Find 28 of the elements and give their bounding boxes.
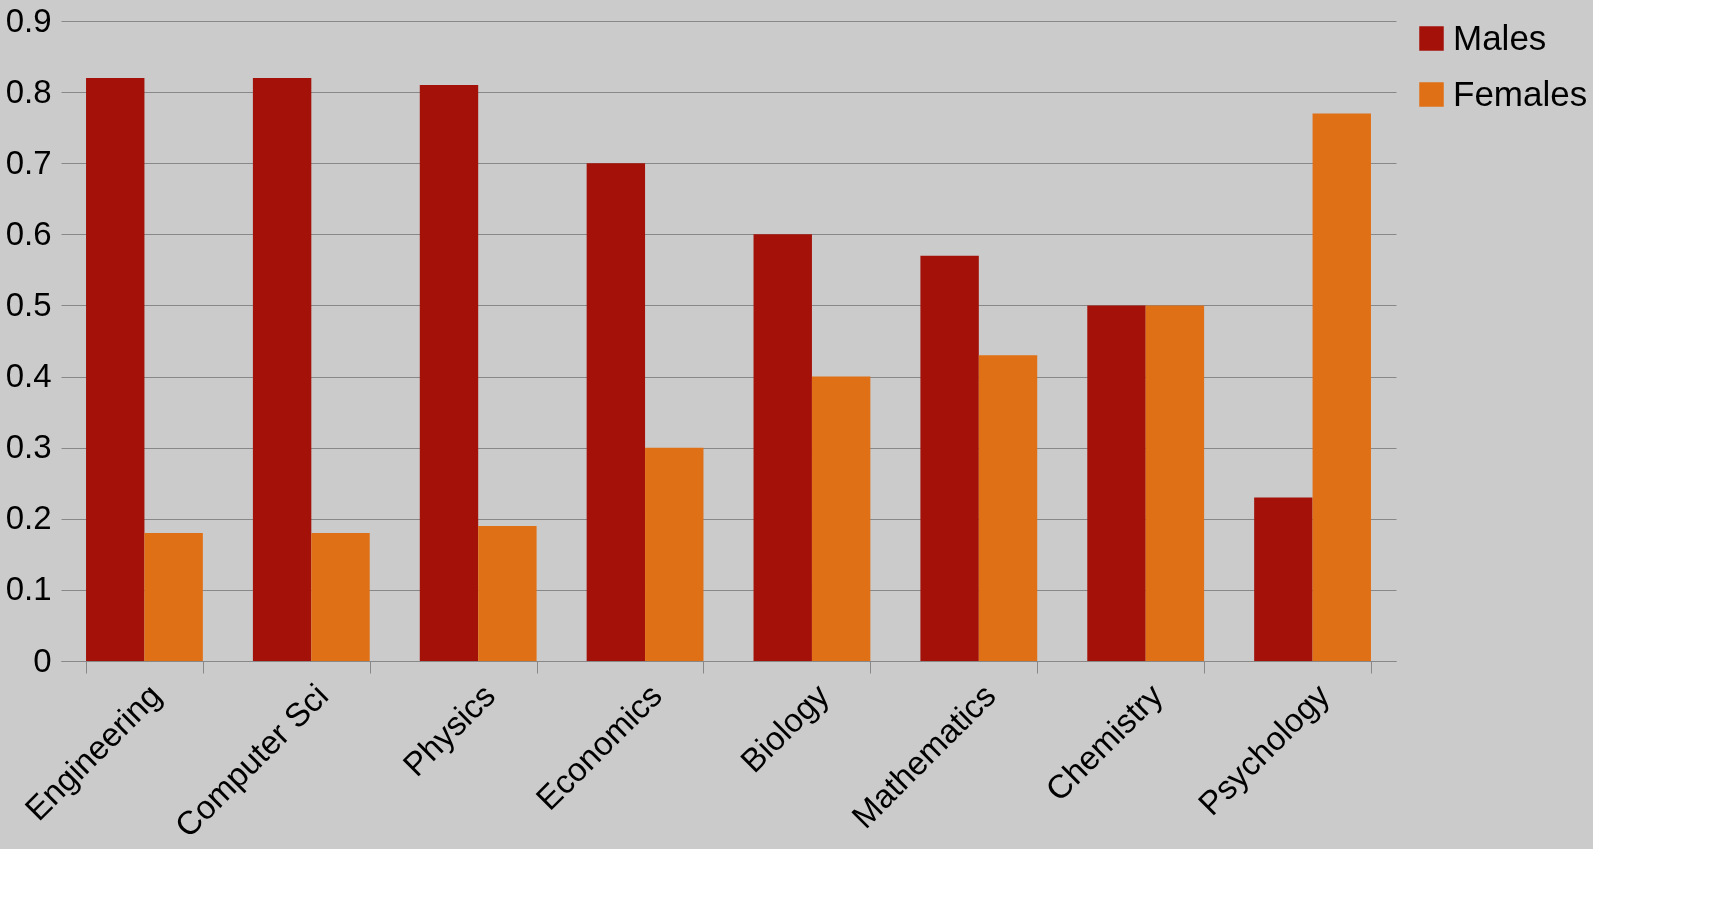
legend-label: Females [1453,73,1588,113]
bar [1145,305,1205,661]
bar [1312,113,1371,661]
legend-label: Males [1453,17,1547,57]
y-tick-label: 0.2 [5,499,52,537]
bar [252,77,312,661]
y-tick-label: 0.7 [5,143,52,181]
y-tick-label: 0 [33,641,52,679]
bar [86,77,145,661]
y-tick-label: 0.4 [5,357,52,395]
bar [419,85,479,661]
bar [753,234,812,661]
bar [311,533,370,661]
y-tick-label: 0.3 [5,428,52,466]
bar [1254,497,1313,661]
bar [645,447,704,661]
y-tick-label: 0.6 [5,214,52,252]
bar [978,355,1038,661]
y-tick-label: 0.1 [5,570,52,608]
y-tick-label: 0.8 [5,72,52,110]
bar [144,533,203,661]
y-tick-label: 0.5 [5,285,52,323]
bar [811,376,871,661]
y-tick-label: 0.9 [5,1,52,39]
bar [1087,305,1146,661]
bar [478,525,537,661]
bar [586,163,646,661]
bar [920,255,979,661]
